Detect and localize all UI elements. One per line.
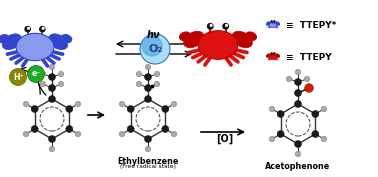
Circle shape	[58, 71, 64, 77]
Circle shape	[48, 84, 56, 92]
Circle shape	[294, 90, 302, 96]
Text: H⁺: H⁺	[13, 73, 23, 81]
Circle shape	[274, 21, 275, 22]
Circle shape	[304, 76, 310, 82]
Circle shape	[269, 136, 275, 142]
Circle shape	[277, 110, 284, 118]
Circle shape	[226, 25, 228, 26]
Ellipse shape	[16, 33, 54, 61]
Circle shape	[23, 101, 29, 107]
Circle shape	[40, 71, 46, 77]
Circle shape	[271, 21, 272, 22]
Text: hν: hν	[147, 30, 161, 40]
Circle shape	[48, 96, 56, 102]
Text: O₂: O₂	[149, 44, 163, 54]
Circle shape	[294, 79, 302, 85]
Circle shape	[119, 101, 125, 107]
Circle shape	[274, 53, 275, 54]
Circle shape	[66, 125, 73, 133]
Ellipse shape	[0, 35, 9, 42]
Circle shape	[295, 69, 301, 75]
Circle shape	[31, 125, 38, 133]
Circle shape	[145, 64, 151, 70]
Circle shape	[294, 141, 302, 147]
Circle shape	[144, 96, 152, 102]
Ellipse shape	[270, 54, 277, 60]
Circle shape	[75, 131, 81, 137]
Circle shape	[9, 68, 26, 85]
Circle shape	[286, 76, 292, 82]
Circle shape	[162, 125, 169, 133]
Circle shape	[66, 105, 73, 113]
Circle shape	[144, 84, 152, 92]
Circle shape	[127, 125, 134, 133]
Circle shape	[144, 136, 152, 142]
Circle shape	[171, 101, 177, 107]
Circle shape	[40, 81, 46, 87]
Circle shape	[145, 146, 151, 152]
Ellipse shape	[198, 31, 238, 59]
Circle shape	[28, 27, 29, 29]
Circle shape	[312, 130, 319, 138]
Circle shape	[75, 101, 81, 107]
Circle shape	[31, 105, 38, 113]
Circle shape	[42, 27, 44, 29]
Ellipse shape	[270, 22, 277, 28]
Circle shape	[208, 24, 213, 29]
Text: ≡  TTEPY: ≡ TTEPY	[286, 53, 332, 61]
Ellipse shape	[180, 32, 191, 40]
Circle shape	[269, 106, 275, 112]
Circle shape	[295, 151, 301, 157]
Circle shape	[294, 101, 302, 107]
Ellipse shape	[276, 22, 279, 25]
Ellipse shape	[276, 54, 279, 57]
Text: e⁻: e⁻	[31, 70, 40, 79]
Text: (Free radical state): (Free radical state)	[120, 164, 176, 169]
Ellipse shape	[48, 34, 68, 50]
Circle shape	[210, 25, 212, 26]
Ellipse shape	[184, 31, 204, 48]
Circle shape	[48, 136, 56, 142]
Ellipse shape	[246, 32, 256, 40]
Circle shape	[48, 73, 56, 81]
Circle shape	[321, 136, 327, 142]
Circle shape	[312, 110, 319, 118]
Circle shape	[171, 131, 177, 137]
Circle shape	[23, 131, 29, 137]
Circle shape	[25, 27, 30, 32]
Circle shape	[136, 81, 142, 87]
Circle shape	[154, 71, 160, 77]
Circle shape	[40, 27, 45, 32]
Text: Ethylbenzene: Ethylbenzene	[117, 157, 179, 166]
Circle shape	[140, 34, 170, 64]
Ellipse shape	[2, 34, 22, 50]
Ellipse shape	[61, 35, 71, 42]
Text: ≡  TTEPY*: ≡ TTEPY*	[286, 21, 336, 30]
Circle shape	[119, 131, 125, 137]
Circle shape	[28, 65, 45, 82]
Circle shape	[49, 146, 55, 152]
Ellipse shape	[266, 54, 270, 57]
Text: Acetophenone: Acetophenone	[265, 162, 331, 171]
Circle shape	[49, 64, 55, 70]
Circle shape	[127, 105, 134, 113]
Ellipse shape	[232, 31, 253, 48]
Circle shape	[144, 73, 152, 81]
Circle shape	[271, 53, 272, 54]
Circle shape	[321, 106, 327, 112]
Circle shape	[136, 71, 142, 77]
Circle shape	[162, 105, 169, 113]
Circle shape	[305, 84, 313, 92]
Circle shape	[223, 24, 228, 29]
Circle shape	[154, 81, 160, 87]
Circle shape	[142, 36, 162, 56]
Text: [O]: [O]	[216, 134, 234, 144]
Circle shape	[58, 81, 64, 87]
Ellipse shape	[266, 22, 270, 25]
Circle shape	[277, 130, 284, 138]
